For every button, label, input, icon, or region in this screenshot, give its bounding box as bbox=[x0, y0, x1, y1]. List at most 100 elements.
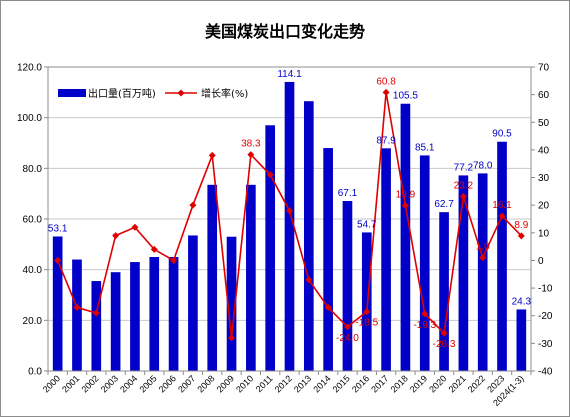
x-tick-label-2006: 2006 bbox=[157, 373, 178, 394]
line-data-label: 1.0 bbox=[476, 242, 490, 253]
bar-2010 bbox=[246, 184, 256, 371]
y-left-tick-label: 0.0 bbox=[28, 367, 42, 378]
legend: 出口量(百万吨) 增长率(%) bbox=[58, 87, 248, 100]
y-right-tick-label: -40 bbox=[538, 367, 553, 378]
line-point-2001 bbox=[73, 303, 81, 311]
x-tick-label-2005: 2005 bbox=[137, 373, 158, 394]
bar-2019 bbox=[419, 155, 430, 371]
line-data-label: 8.9 bbox=[514, 220, 528, 231]
line-data-label: 23.2 bbox=[454, 180, 474, 191]
line-point-2008 bbox=[208, 151, 216, 159]
x-tick-label-2003: 2003 bbox=[99, 373, 120, 394]
line-data-label: -26.3 bbox=[433, 339, 456, 350]
legend-label-line: 增长率(%) bbox=[201, 87, 248, 100]
bar-2024(1-3) bbox=[516, 309, 527, 371]
bar-data-label: 53.1 bbox=[48, 223, 68, 234]
line-point-2017 bbox=[382, 88, 390, 96]
line-point-2012 bbox=[286, 207, 293, 215]
x-tick-label-2022: 2022 bbox=[466, 373, 487, 394]
legend-swatch-bar bbox=[58, 89, 86, 97]
x-tick-label-2017: 2017 bbox=[369, 373, 390, 394]
y-left-tick-label: 100.0 bbox=[17, 113, 42, 124]
x-tick-label-2018: 2018 bbox=[389, 373, 410, 394]
bar-series bbox=[52, 81, 527, 372]
line-point-2020 bbox=[440, 329, 448, 337]
bar-data-label: 114.1 bbox=[277, 69, 302, 80]
y-right-tick-label: 0 bbox=[538, 256, 544, 267]
line-point-2000 bbox=[54, 256, 62, 264]
line-point-2007 bbox=[189, 201, 197, 209]
line-data-label: 16.1 bbox=[492, 200, 512, 211]
x-tick-label-2020: 2020 bbox=[427, 373, 448, 394]
line-point-2023 bbox=[498, 212, 506, 220]
y-right-tick-label: 30 bbox=[538, 173, 550, 184]
bar-data-label: 24.3 bbox=[512, 296, 532, 307]
x-tick-label-2014: 2014 bbox=[311, 373, 332, 394]
bar-data-label: 87.9 bbox=[376, 135, 396, 146]
y-left-tick-label: 60.0 bbox=[23, 215, 43, 226]
bar-2015 bbox=[342, 201, 353, 371]
y-right-tick-label: 60 bbox=[538, 90, 550, 101]
y-left-tick-label: 20.0 bbox=[23, 316, 43, 327]
chart-title: 美国煤炭出口变化走势 bbox=[205, 22, 365, 41]
bar-2011 bbox=[265, 125, 276, 372]
line-series bbox=[54, 88, 525, 342]
bar-data-label: 85.1 bbox=[415, 142, 435, 153]
bar-2003 bbox=[110, 272, 121, 371]
line-point-2002 bbox=[92, 309, 100, 317]
line-point-2004 bbox=[131, 223, 139, 231]
data-labels: 53.1 114.1 67.1 54.7 87.9 105.5 85.1 62.7 77.2 78… bbox=[48, 69, 532, 350]
bar-2023 bbox=[497, 141, 507, 371]
y-left-tick-label: 40.0 bbox=[23, 265, 43, 276]
line-point-2006 bbox=[170, 256, 178, 264]
y-right-tick-label: 40 bbox=[538, 145, 550, 156]
x-tick-label-2008: 2008 bbox=[195, 373, 216, 394]
legend-label-bar: 出口量(百万吨) bbox=[88, 87, 156, 100]
x-tick-label-2002: 2002 bbox=[79, 373, 100, 394]
line-point-2005 bbox=[150, 245, 158, 253]
y-right-tick-label: -30 bbox=[538, 339, 553, 350]
bar-2020 bbox=[439, 212, 449, 371]
x-tick-label-2011: 2011 bbox=[254, 373, 275, 394]
line-data-label: -19.3 bbox=[413, 320, 436, 331]
bar-2009 bbox=[226, 236, 237, 371]
y-right-tick-label: 50 bbox=[538, 118, 550, 129]
x-tick-label-2009: 2009 bbox=[215, 373, 236, 394]
bar-2016 bbox=[361, 232, 372, 371]
bar-2005 bbox=[149, 257, 160, 371]
y-left-tick-label: 120.0 bbox=[17, 63, 42, 74]
y-right-tick-label: 10 bbox=[538, 228, 550, 239]
x-tick-label-2019: 2019 bbox=[408, 373, 429, 394]
bar-data-label: 105.5 bbox=[393, 91, 418, 102]
bar-2012 bbox=[284, 81, 295, 372]
y-axis-left: 0.0 20.0 40.0 60.0 80.0 100.0 120.0 bbox=[17, 63, 48, 378]
bar-2006 bbox=[168, 257, 179, 371]
y-axis-right: -40 -30 -20 -10 0 10 20 30 40 50 60 70 bbox=[531, 63, 553, 378]
bar-2007 bbox=[188, 235, 198, 371]
line-point-2022 bbox=[479, 254, 487, 262]
line-point-2024(1-3) bbox=[517, 232, 525, 240]
bar-2000 bbox=[52, 236, 63, 371]
x-tick-label-2012: 2012 bbox=[273, 373, 294, 394]
line-point-2021 bbox=[459, 192, 467, 200]
bar-2021 bbox=[458, 175, 469, 371]
x-tick-label-2007: 2007 bbox=[176, 373, 197, 394]
x-tick-label-2015: 2015 bbox=[331, 373, 352, 394]
y-right-tick-label: 70 bbox=[538, 63, 550, 74]
line-data-label: 38.3 bbox=[241, 139, 261, 150]
legend-marker-line bbox=[177, 89, 185, 97]
line-point-2016 bbox=[363, 308, 371, 316]
x-tick-label-2013: 2013 bbox=[292, 373, 313, 394]
x-tick-label-2010: 2010 bbox=[234, 373, 255, 394]
y-right-tick-label: -10 bbox=[538, 284, 553, 295]
y-right-tick-label: -20 bbox=[538, 311, 553, 322]
bar-2001 bbox=[72, 259, 82, 371]
bar-2002 bbox=[91, 281, 102, 371]
bar-data-label: 54.7 bbox=[357, 219, 377, 230]
x-tick-label-2016: 2016 bbox=[350, 373, 371, 394]
line-point-2015 bbox=[343, 323, 351, 331]
bar-2018 bbox=[400, 103, 411, 371]
y-right-tick-label: 20 bbox=[538, 201, 550, 212]
line-point-2014 bbox=[324, 303, 332, 311]
